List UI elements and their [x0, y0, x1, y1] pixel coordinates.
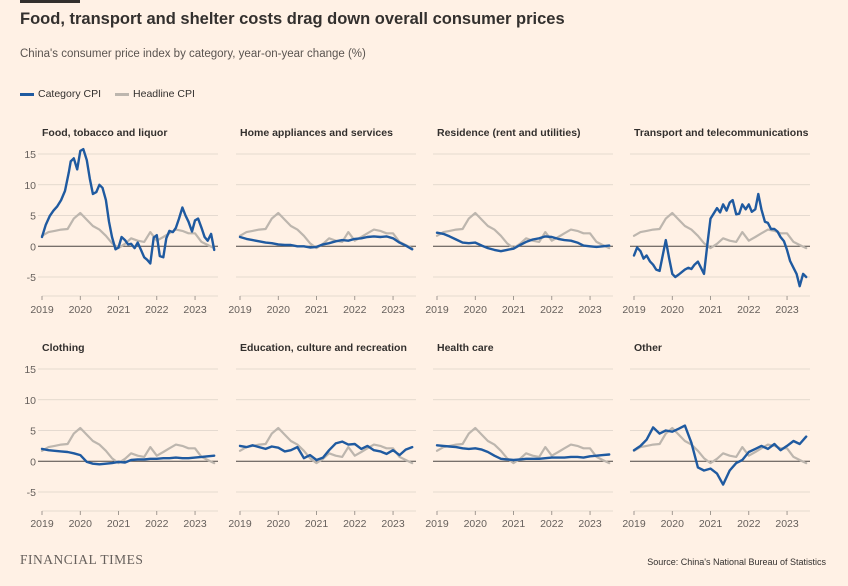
y-tick-label: 0	[30, 241, 36, 253]
panel-8: Other 2019 2020 2021 2022 2023	[622, 342, 810, 530]
y-tick-label: 10	[24, 180, 36, 192]
x-tick-label: 2019	[425, 304, 449, 316]
header-rule	[20, 0, 80, 3]
x-tick-label: 2022	[540, 304, 564, 316]
x-tick-label: 2019	[30, 518, 54, 530]
y-tick-label: 15	[24, 364, 36, 376]
x-tick-label: 2019	[425, 518, 449, 530]
x-tick-label: 2022	[145, 304, 169, 316]
x-tick-label: 2020	[267, 304, 291, 316]
x-tick-label: 2019	[228, 304, 252, 316]
headline-cpi-line	[40, 426, 216, 465]
y-tick-label: -5	[27, 272, 36, 284]
legend-item-headline: Headline CPI	[115, 88, 195, 100]
category-cpi-line	[435, 231, 611, 253]
panel-title: Education, culture and recreation	[240, 342, 407, 354]
headline-cpi-line	[435, 211, 611, 250]
x-tick-label: 2022	[145, 518, 169, 530]
x-tick-label: 2021	[107, 518, 131, 530]
panel-6: Education, culture and recreation 2019 202…	[228, 342, 416, 530]
panel-5: Clothing 15 10 5 0 -5 2019 2020 2021 2022 2023	[24, 342, 218, 530]
x-tick-label: 2020	[267, 518, 291, 530]
panel-title: Residence (rent and utilities)	[437, 127, 581, 139]
x-tick-label: 2021	[699, 518, 723, 530]
x-tick-label: 2023	[775, 304, 799, 316]
legend-item-category: Category CPI	[20, 88, 101, 100]
panel-title: Health care	[437, 342, 494, 354]
headline-cpi-line	[435, 426, 611, 465]
y-tick-label: 5	[30, 426, 36, 438]
category-cpi-line	[632, 192, 808, 288]
y-tick-label: 0	[30, 456, 36, 468]
x-tick-label: 2023	[183, 518, 207, 530]
x-tick-label: 2021	[305, 304, 329, 316]
y-tick-label: 15	[24, 149, 36, 161]
category-cpi-line	[40, 447, 216, 466]
panel-title: Other	[634, 342, 662, 354]
panel-title: Transport and telecommunications	[634, 127, 809, 139]
chart-title: Food, transport and shelter costs drag d…	[20, 10, 565, 28]
category-cpi-line	[238, 235, 414, 251]
category-cpi-line	[435, 444, 611, 462]
chart-subtitle: China's consumer price index by category…	[20, 48, 366, 60]
x-tick-label: 2021	[502, 518, 526, 530]
x-tick-label: 2023	[775, 518, 799, 530]
headline-cpi-line	[40, 211, 216, 250]
x-tick-label: 2019	[622, 304, 646, 316]
panel-title: Clothing	[42, 342, 85, 354]
panel-title: Food, tobacco and liquor	[42, 127, 167, 139]
headline-cpi-line	[238, 211, 414, 250]
x-tick-label: 2020	[69, 304, 93, 316]
y-tick-label: -5	[27, 487, 36, 499]
x-tick-label: 2023	[381, 518, 405, 530]
x-tick-label: 2019	[30, 304, 54, 316]
x-tick-label: 2022	[737, 304, 761, 316]
category-cpi-line	[632, 424, 808, 486]
y-tick-label: 5	[30, 211, 36, 223]
x-tick-label: 2023	[578, 518, 602, 530]
x-tick-label: 2021	[305, 518, 329, 530]
panel-3: Residence (rent and utilities) 2019 2020 20…	[425, 127, 613, 316]
x-tick-label: 2023	[578, 304, 602, 316]
category-cpi-line	[40, 147, 216, 265]
panel-4: Transport and telecommunications 2019 2020…	[622, 127, 810, 316]
x-tick-label: 2022	[343, 518, 367, 530]
x-tick-label: 2022	[343, 304, 367, 316]
x-tick-label: 2019	[622, 518, 646, 530]
panel-1: Food, tobacco and liquor 15 10 5 0 -5 2019 2020…	[24, 127, 218, 316]
x-tick-label: 2020	[661, 518, 685, 530]
x-tick-label: 2021	[502, 304, 526, 316]
headline-cpi-line	[238, 426, 414, 465]
source-note: Source: China's National Bureau of Stati…	[647, 557, 826, 567]
x-tick-label: 2020	[661, 304, 685, 316]
category-cpi-line	[238, 440, 414, 462]
legend: Category CPI Headline CPI	[20, 88, 195, 100]
publisher-logo: FINANCIAL TIMES	[20, 552, 144, 567]
x-tick-label: 2020	[69, 518, 93, 530]
legend-swatch-headline	[115, 92, 130, 96]
x-tick-label: 2020	[464, 304, 488, 316]
y-tick-label: 10	[24, 395, 36, 407]
x-tick-label: 2022	[540, 518, 564, 530]
x-tick-label: 2023	[381, 304, 405, 316]
legend-label-headline: Headline CPI	[133, 88, 195, 100]
x-tick-label: 2023	[183, 304, 207, 316]
panel-7: Health care 2019 2020 2021 2022 2023	[425, 342, 613, 530]
x-tick-label: 2019	[228, 518, 252, 530]
headline-cpi-line	[632, 211, 808, 250]
panel-title: Home appliances and services	[240, 127, 393, 139]
x-tick-label: 2021	[699, 304, 723, 316]
x-tick-label: 2021	[107, 304, 131, 316]
legend-label-category: Category CPI	[38, 88, 102, 100]
panel-2: Home appliances and services 2019 2020 2021…	[228, 127, 416, 316]
legend-swatch-category	[20, 92, 34, 96]
x-tick-label: 2022	[737, 518, 761, 530]
x-tick-label: 2020	[464, 518, 488, 530]
